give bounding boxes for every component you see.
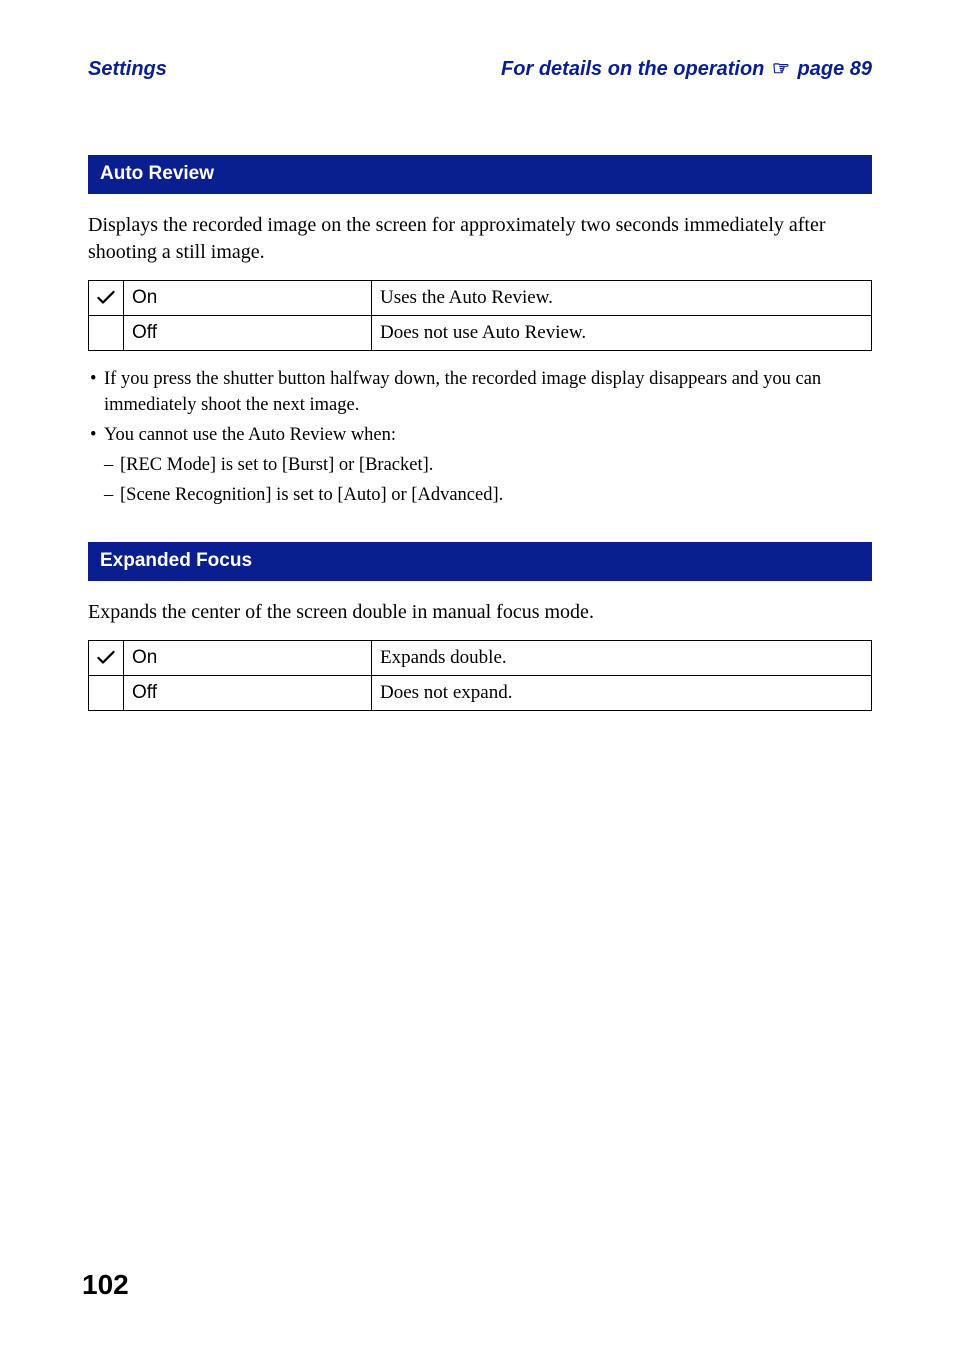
section-intro: Expands the center of the screen double … [88, 599, 872, 626]
table-row: Off Does not expand. [89, 676, 872, 711]
notes-list: If you press the shutter button halfway … [90, 367, 872, 508]
check-icon [97, 650, 115, 666]
section-intro: Displays the recorded image on the scree… [88, 212, 872, 266]
note-text: You cannot use the Auto Review when: [104, 425, 396, 445]
table-row: On Uses the Auto Review. [89, 281, 872, 316]
sub-note-item: [REC Mode] is set to [Burst] or [Bracket… [104, 453, 872, 479]
section-title: Expanded Focus [100, 550, 252, 571]
check-icon [97, 290, 115, 306]
note-text: If you press the shutter button halfway … [104, 369, 821, 415]
option-label: Off [124, 676, 372, 711]
section-title: Auto Review [100, 163, 214, 184]
option-label: On [124, 281, 372, 316]
default-check-cell [89, 641, 124, 676]
section-title-bar: Expanded Focus [88, 542, 872, 581]
page-number: 102 [82, 1269, 129, 1301]
option-label: On [124, 641, 372, 676]
sub-notes-list: [REC Mode] is set to [Burst] or [Bracket… [104, 453, 872, 509]
options-table: On Expands double. Off Does not expand. [88, 640, 872, 711]
default-check-cell [89, 281, 124, 316]
option-desc: Expands double. [372, 641, 872, 676]
option-label: Off [124, 316, 372, 351]
option-desc: Does not expand. [372, 676, 872, 711]
default-check-cell [89, 676, 124, 711]
note-item: If you press the shutter button halfway … [90, 367, 872, 419]
header-ref-suffix: page 89 [792, 58, 872, 80]
pointer-icon: ☞ [770, 56, 792, 81]
header-section-name: Settings [88, 58, 167, 81]
table-row: Off Does not use Auto Review. [89, 316, 872, 351]
header-ref-prefix: For details on the operation [501, 58, 770, 80]
page-header: Settings For details on the operation ☞ … [88, 56, 872, 81]
option-desc: Uses the Auto Review. [372, 281, 872, 316]
default-check-cell [89, 316, 124, 351]
option-desc: Does not use Auto Review. [372, 316, 872, 351]
page-body: Settings For details on the operation ☞ … [0, 0, 954, 711]
header-reference: For details on the operation ☞ page 89 [501, 56, 872, 81]
note-item: You cannot use the Auto Review when: [RE… [90, 423, 872, 509]
options-table: On Uses the Auto Review. Off Does not us… [88, 280, 872, 351]
table-row: On Expands double. [89, 641, 872, 676]
section-title-bar: Auto Review [88, 155, 872, 194]
sub-note-item: [Scene Recognition] is set to [Auto] or … [104, 483, 872, 509]
